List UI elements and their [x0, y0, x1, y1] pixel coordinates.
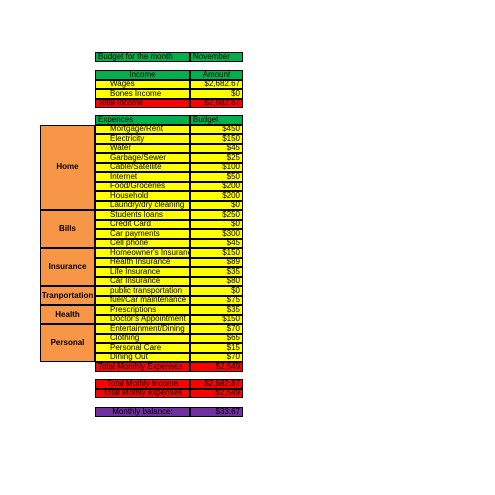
- expense-row-amount: $70: [190, 352, 243, 362]
- expense-row-label: Car Insurance: [95, 276, 190, 286]
- expense-row-amount: $150: [190, 134, 243, 144]
- expense-row-label: Life Insurance: [95, 267, 190, 277]
- expense-row-label: Car payments: [95, 229, 190, 239]
- expense-row-amount: $200: [190, 181, 243, 191]
- expense-row-amount: $35: [190, 267, 243, 277]
- expense-row-amount: $80: [190, 276, 243, 286]
- expense-row-label: Mortgage/Rent: [95, 124, 190, 134]
- monthly-balance-label: Monthly balance:: [95, 407, 190, 417]
- group-name: Insurance: [40, 248, 95, 286]
- expense-row-label: Personal Care: [95, 343, 190, 353]
- income-row-amount: $2,682.67: [190, 79, 243, 89]
- expense-row-label: Entertainment/Dining: [95, 324, 190, 334]
- expense-row-label: Internet: [95, 172, 190, 182]
- expense-row-amount: $150: [190, 248, 243, 258]
- expense-row-label: Dining Out: [95, 352, 190, 362]
- income-header: Income: [95, 70, 190, 80]
- amount-header: Amount: [190, 70, 243, 80]
- expense-row-label: Laundry/dry cleaning: [95, 200, 190, 210]
- expense-row-amount: $25: [190, 153, 243, 163]
- expense-row-label: public transportation: [95, 286, 190, 296]
- expense-row-label: Clothing: [95, 333, 190, 343]
- expense-row-label: fuel/Car maintenance: [95, 295, 190, 305]
- summary-row-label: Total Mothly expenses: [95, 388, 190, 398]
- expense-row-amount: $300: [190, 229, 243, 239]
- expense-row-amount: $250: [190, 210, 243, 220]
- income-row-amount: $0: [190, 89, 243, 99]
- expense-row-label: Prescriptions: [95, 305, 190, 315]
- group-name: Home: [40, 124, 95, 210]
- expense-row-amount: $45: [190, 238, 243, 248]
- expense-row-amount: $75: [190, 295, 243, 305]
- income-total-label: Total Income: [95, 98, 190, 108]
- group-name: Bills: [40, 210, 95, 248]
- group-name: Health: [40, 305, 95, 324]
- expense-row-label: Cable/Satellite: [95, 162, 190, 172]
- expense-row-amount: $70: [190, 324, 243, 334]
- expense-row-amount: $50: [190, 172, 243, 182]
- expense-row-amount: $150: [190, 314, 243, 324]
- expense-row-label: Credit Card: [95, 219, 190, 229]
- expenses-total-label: Total Monthly Expenses: [95, 362, 190, 372]
- header-month: November: [190, 52, 243, 62]
- expense-row-label: Cell phone: [95, 238, 190, 248]
- expense-row-amount: $100: [190, 162, 243, 172]
- expense-row-amount: $0: [190, 286, 243, 296]
- expense-row-amount: $89: [190, 257, 243, 267]
- summary-row-label: Total Mothly Income: [95, 379, 190, 389]
- header-label: Budget for the month: [95, 52, 190, 62]
- group-name: Personal: [40, 324, 95, 362]
- expense-row-label: Electricity: [95, 134, 190, 144]
- expense-row-amount: $65: [190, 333, 243, 343]
- expense-row-label: Doctor's Appointment: [95, 314, 190, 324]
- expense-row-amount: $0: [190, 219, 243, 229]
- expense-row-label: Garbage/Sewer: [95, 153, 190, 163]
- budget-header: Budget: [190, 115, 243, 125]
- expenses-header: Expences: [95, 115, 190, 125]
- expense-row-amount: $15: [190, 343, 243, 353]
- expense-row-amount: $0: [190, 200, 243, 210]
- expense-row-label: Students loans: [95, 210, 190, 220]
- expense-row-label: Food/Groceries: [95, 181, 190, 191]
- expenses-total-amount: $2,649: [190, 362, 243, 372]
- expense-row-amount: $45: [190, 143, 243, 153]
- expense-row-amount: $200: [190, 191, 243, 201]
- income-total-amount: $2,682.67: [190, 98, 243, 108]
- summary-row-amount: $2,649: [190, 388, 243, 398]
- expense-row-label: Water: [95, 143, 190, 153]
- monthly-balance-amount: $33.67: [190, 407, 243, 417]
- expense-row-label: Health Insurance: [95, 257, 190, 267]
- expense-row-label: Household: [95, 191, 190, 201]
- income-row-label: Wages: [95, 79, 190, 89]
- expense-row-label: Homeowner's Insurance: [95, 248, 190, 258]
- expense-row-amount: $450: [190, 124, 243, 134]
- income-row-label: Bones Income: [95, 89, 190, 99]
- expense-row-amount: $35: [190, 305, 243, 315]
- summary-row-amount: $2,682.67: [190, 379, 243, 389]
- group-name: Tranportation: [40, 286, 95, 305]
